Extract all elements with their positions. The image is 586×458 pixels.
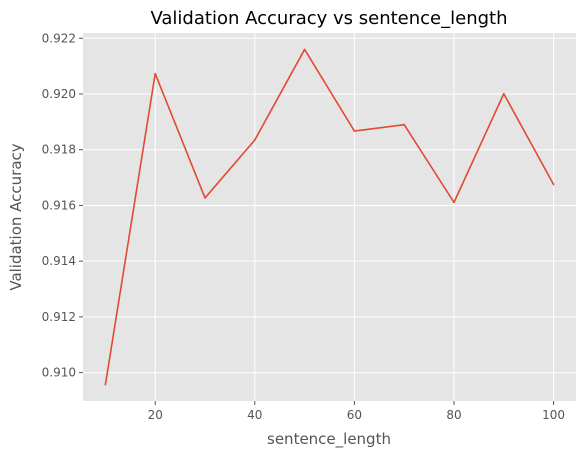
- series-line: [104, 48, 555, 385]
- data-point: [254, 139, 256, 141]
- x-axis-label: sentence_length: [267, 430, 391, 449]
- ticks: 20 40 60 80 100 0.910 0.912 0.914 0.916 0.918 0.92…: [42, 31, 565, 422]
- data-point: [453, 201, 455, 204]
- x-tick-label: 80: [446, 408, 461, 422]
- data-point: [154, 72, 157, 75]
- y-axis-label: Validation Accuracy: [7, 143, 25, 290]
- data-points: [104, 48, 555, 386]
- data-point: [403, 123, 405, 126]
- data-point: [104, 383, 107, 386]
- y-tick-label: 0.922: [42, 31, 76, 45]
- data-point: [353, 130, 356, 132]
- y-tick-label: 0.920: [42, 87, 76, 101]
- data-point: [502, 92, 505, 95]
- x-tick-label: 20: [148, 408, 163, 422]
- data-point: [204, 197, 206, 199]
- y-tick-label: 0.918: [42, 143, 76, 157]
- data-point: [552, 183, 555, 186]
- data-point: [303, 48, 306, 51]
- x-tick-label: 100: [542, 408, 565, 422]
- y-tick-label: 0.914: [42, 254, 76, 268]
- grid: [83, 33, 576, 401]
- y-tick-label: 0.912: [42, 310, 76, 324]
- y-tick-label: 0.916: [42, 198, 76, 212]
- plot-area: [83, 33, 576, 401]
- x-tick-label: 60: [347, 408, 362, 422]
- chart-title: Validation Accuracy vs sentence_length: [150, 8, 507, 29]
- x-tick-label: 40: [247, 408, 262, 422]
- y-tick-label: 0.910: [42, 366, 76, 380]
